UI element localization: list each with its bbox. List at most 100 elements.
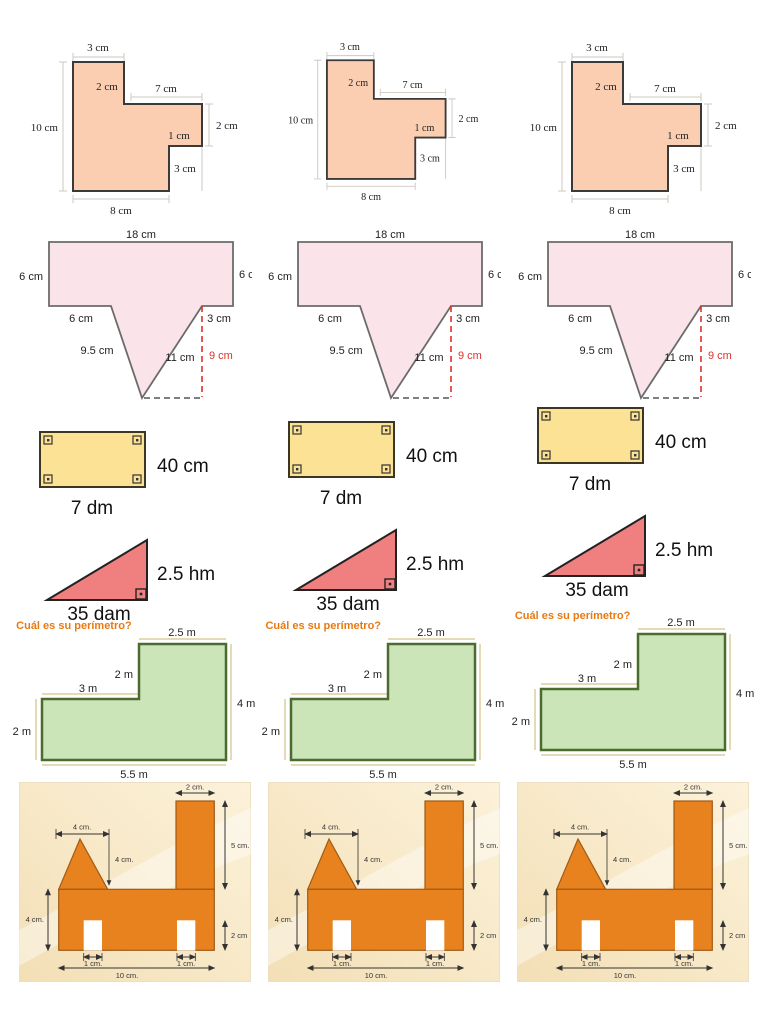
triangle-cell: 2.5 hm 35 dam bbox=[274, 510, 494, 612]
measure-arrows bbox=[44, 790, 228, 971]
triangle-cell: 2.5 hm 35 dam bbox=[25, 520, 245, 622]
funnel-polygon bbox=[546, 241, 733, 401]
house-label-chimney-height: 5 cm. bbox=[231, 841, 249, 850]
triangle-label-base: 35 dam bbox=[316, 594, 379, 612]
funnel-figure: 18 cm 6 cm 6 cm 6 cm 3 cm 9.5 cm 11 cm 9… bbox=[518, 229, 751, 401]
house-label-door-height: 2 cm bbox=[729, 931, 745, 940]
green-l-cell: Cuál es su perímetro? 2.5 m 2 m 3 m 4 m … bbox=[511, 602, 756, 774]
rectangle-shape bbox=[287, 421, 395, 478]
right-angle-mark bbox=[384, 578, 396, 590]
house-label-roof-height: 4 cm. bbox=[613, 855, 631, 864]
lshape-label-step-right: 3 cm bbox=[174, 163, 196, 175]
house-label-roof-height: 4 cm. bbox=[364, 855, 382, 864]
lshape-label-left: 10 cm bbox=[289, 116, 314, 127]
triangle-shape bbox=[541, 514, 647, 577]
green-l-label-left: 2 m bbox=[262, 726, 280, 738]
house-label-total-width: 10 cm. bbox=[115, 971, 138, 980]
house-cell: 2 cm. 4 cm. 4 cm. 5 cm. 4 cm. 2 cm 1 cm.… bbox=[517, 782, 750, 982]
chimney bbox=[424, 800, 464, 890]
funnel-label-slant-right: 11 cm bbox=[664, 352, 693, 364]
house-label-total-width: 10 cm. bbox=[614, 971, 637, 980]
house-label-body-height: 4 cm. bbox=[25, 915, 43, 924]
funnel-label-left: 6 cm bbox=[518, 271, 542, 283]
funnel-label-right: 6 cm bbox=[738, 269, 751, 281]
rectangle-cell: 40 cm 7 dm bbox=[25, 426, 245, 520]
lshape-label-arm-right: 2 cm bbox=[216, 120, 238, 132]
rectangle-label-base: 7 dm bbox=[71, 498, 113, 519]
green-l-label-inner: 2 m bbox=[115, 669, 133, 681]
green-l-label-top: 2.5 m bbox=[168, 627, 196, 639]
funnel-label-top: 18 cm bbox=[625, 229, 655, 241]
door-right bbox=[176, 920, 195, 951]
measure-arrows bbox=[543, 790, 727, 971]
green-l-label-left: 2 m bbox=[13, 726, 31, 738]
lshape-figure: 3 cm 2 cm 7 cm 2 cm 1 cm 3 cm 10 cm 8 cm bbox=[31, 42, 238, 216]
rectangle-cell: 40 cm 7 dm bbox=[523, 402, 743, 496]
house-label-roof-width: 4 cm. bbox=[571, 823, 589, 832]
rectangle-label-base: 7 dm bbox=[569, 474, 611, 495]
row-funnel: 18 cm 6 cm 6 cm 6 cm 3 cm 9.5 cm 11 cm 9… bbox=[10, 228, 758, 406]
lshape-label-left: 10 cm bbox=[31, 122, 59, 134]
rectangle-shape bbox=[537, 407, 645, 464]
funnel-label-bottom-left: 6 cm bbox=[568, 313, 592, 325]
triangle-label-base: 35 dam bbox=[67, 604, 130, 622]
funnel-label-dashed-height: 9 cm bbox=[458, 350, 482, 362]
row-green-l: Cuál es su perímetro? 2.5 m 2 m 3 m 4 m … bbox=[10, 610, 758, 784]
rectangle-label-height: 40 cm bbox=[655, 432, 707, 453]
lshape-figure: 3 cm 2 cm 7 cm 2 cm 1 cm 3 cm 10 cm 8 cm bbox=[530, 42, 737, 216]
green-l-label-bottom: 5.5 m bbox=[619, 759, 647, 770]
rectangle-label-height: 40 cm bbox=[406, 446, 458, 467]
right-angle-corner-marks bbox=[43, 435, 142, 484]
lshape-label-bottom: 8 cm bbox=[362, 192, 382, 202]
house-label-chimney-width: 2 cm. bbox=[185, 783, 203, 792]
green-l-label-right: 4 m bbox=[736, 688, 754, 700]
funnel-figure: 18 cm 6 cm 6 cm 6 cm 3 cm 9.5 cm 11 cm 9… bbox=[269, 229, 501, 401]
funnel-label-slant-left: 9.5 cm bbox=[81, 345, 114, 357]
rectangle-label-height: 40 cm bbox=[157, 456, 209, 477]
green-l-label-bottom: 5.5 m bbox=[120, 769, 148, 780]
funnel-figure: 18 cm 6 cm 6 cm 6 cm 3 cm 9.5 cm 11 cm 9… bbox=[19, 229, 252, 401]
lshape-label-left: 10 cm bbox=[530, 122, 558, 134]
funnel-label-bottom-right: 3 cm bbox=[207, 313, 231, 325]
green-l-label-step: 3 m bbox=[578, 673, 596, 685]
lshape-polygon bbox=[326, 59, 448, 180]
house-cell: 2 cm. 4 cm. 4 cm. 5 cm. 4 cm. 2 cm 1 cm.… bbox=[18, 782, 251, 982]
rectangle-label-base: 7 dm bbox=[320, 488, 362, 509]
rectangle-figure: 40 cm 7 dm bbox=[537, 407, 707, 495]
house-label-door-right-width: 1 cm. bbox=[176, 959, 194, 968]
green-l-label-step: 3 m bbox=[79, 683, 97, 695]
lshape-label-notch: 1 cm bbox=[415, 123, 435, 134]
dimension-guides bbox=[35, 638, 233, 766]
funnel-label-dashed-height: 9 cm bbox=[708, 350, 732, 362]
lshape-label-arm-right: 2 cm bbox=[715, 120, 737, 132]
green-l-label-top: 2.5 m bbox=[418, 627, 446, 639]
green-l-figure: 2.5 m 2 m 3 m 4 m 2 m 5.5 m bbox=[262, 627, 505, 780]
funnel-label-right: 6 cm bbox=[239, 269, 252, 281]
corner-dots bbox=[545, 415, 637, 457]
house-label-roof-width: 4 cm. bbox=[72, 823, 90, 832]
dimension-guides bbox=[533, 628, 731, 756]
door-left bbox=[582, 920, 601, 951]
triangle-shape bbox=[292, 528, 397, 591]
funnel-label-left: 6 cm bbox=[269, 271, 293, 283]
house-label-door-left-width: 1 cm. bbox=[582, 959, 600, 968]
lshape-label-top: 3 cm bbox=[586, 42, 608, 54]
green-l-label-right: 4 m bbox=[237, 698, 255, 710]
green-l-polygon bbox=[40, 642, 228, 762]
lshape-label-notch: 1 cm bbox=[168, 130, 190, 142]
rectangle-shape bbox=[38, 431, 146, 488]
funnel-label-bottom-right: 3 cm bbox=[457, 313, 481, 325]
triangle-cell: 2.5 hm 35 dam bbox=[523, 496, 743, 598]
house-label-door-height: 2 cm bbox=[480, 931, 496, 940]
funnel-label-slant-right: 11 cm bbox=[166, 352, 195, 364]
house-label-total-width: 10 cm. bbox=[365, 971, 388, 980]
lshape-label-top: 3 cm bbox=[87, 42, 109, 54]
triangle-label-height: 2.5 hm bbox=[406, 554, 464, 575]
house-label-roof-height: 4 cm. bbox=[115, 855, 133, 864]
house-label-body-height: 4 cm. bbox=[524, 915, 542, 924]
row-rectangle: 40 cm 7 dm 40 cm 7 dm bbox=[10, 407, 758, 520]
funnel-label-slant-right: 11 cm bbox=[415, 352, 444, 364]
house-figure: 2 cm. 4 cm. 4 cm. 5 cm. 4 cm. 2 cm 1 cm.… bbox=[517, 782, 750, 982]
house-label-chimney-height: 5 cm. bbox=[729, 841, 747, 850]
